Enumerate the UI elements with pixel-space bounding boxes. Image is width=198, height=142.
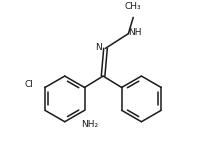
Text: Cl: Cl — [25, 80, 33, 89]
Text: NH₂: NH₂ — [81, 120, 98, 129]
Text: CH₃: CH₃ — [124, 2, 141, 11]
Text: N: N — [95, 43, 102, 52]
Text: NH: NH — [128, 28, 142, 36]
